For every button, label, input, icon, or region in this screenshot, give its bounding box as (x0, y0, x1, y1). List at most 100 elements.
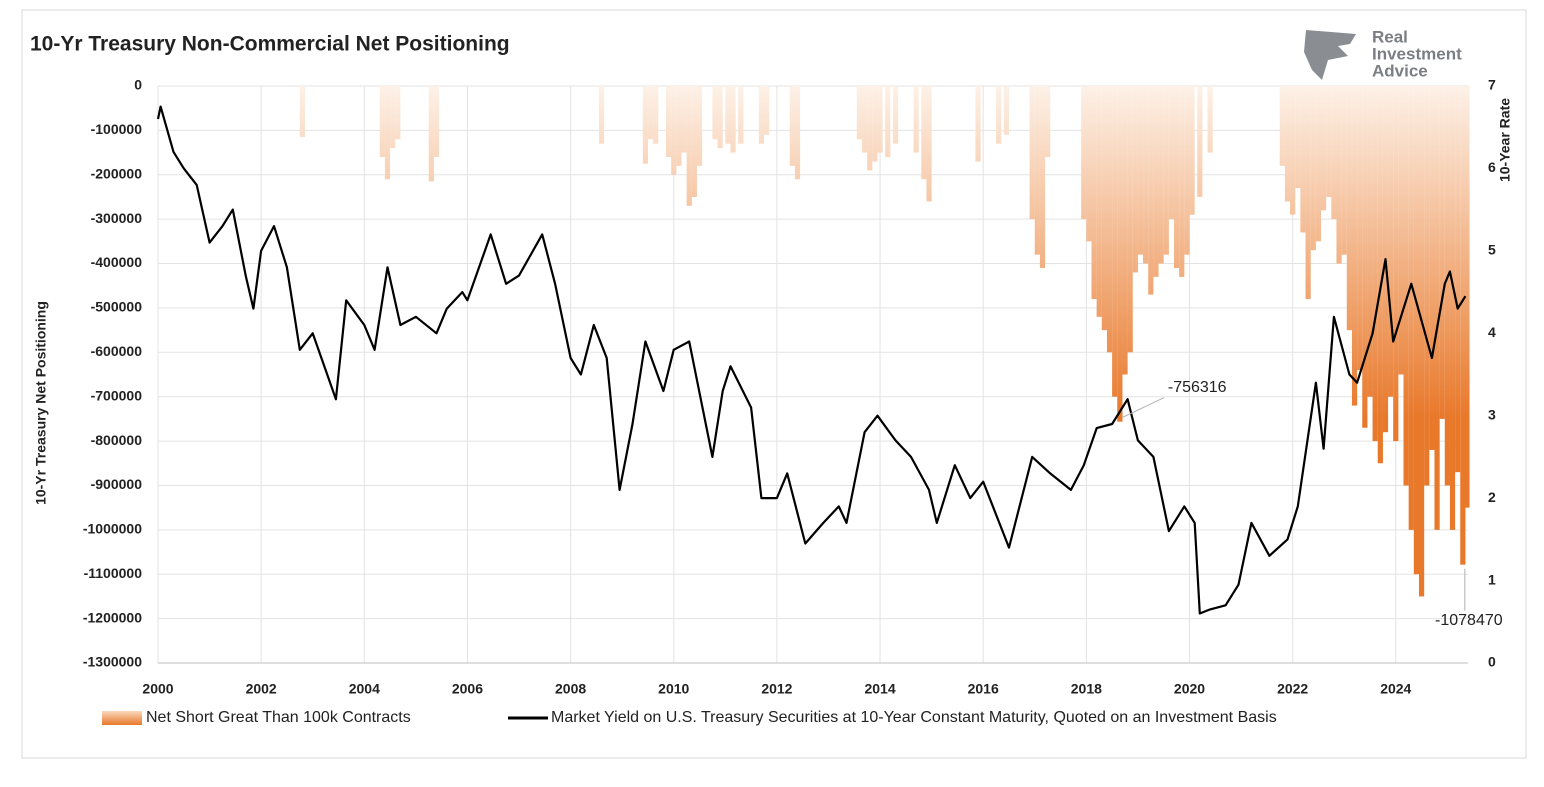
bar (763, 86, 770, 135)
bar (395, 86, 401, 140)
bar (1388, 86, 1394, 397)
bar (681, 86, 687, 153)
bar (1132, 86, 1138, 273)
bar (1403, 86, 1409, 486)
bar (730, 86, 736, 153)
y2-tick-label: 1 (1488, 571, 1496, 587)
y2-tick-label: 6 (1488, 159, 1496, 175)
bar (1163, 86, 1169, 255)
bar (1393, 86, 1399, 442)
bar (1362, 86, 1368, 428)
legend-label: Net Short Great Than 100k Contracts (146, 709, 411, 726)
bar (861, 86, 868, 153)
bar (1295, 86, 1301, 189)
bar (1081, 86, 1087, 220)
bar (384, 86, 391, 180)
x-tick-label: 2006 (452, 681, 483, 697)
bar (1279, 86, 1285, 166)
bar (1029, 86, 1035, 220)
bar (975, 86, 981, 162)
bar (428, 86, 434, 182)
frame (21, 9, 1527, 759)
x-tick-label: 2012 (761, 681, 792, 697)
y-tick-label: -300000 (91, 210, 143, 226)
bar (1310, 86, 1316, 251)
logo-text: Investment (1372, 44, 1462, 63)
y-tick-label: -1200000 (83, 609, 142, 625)
bar (926, 86, 932, 202)
legend-label: Market Yield on U.S. Treasury Securities… (551, 709, 1277, 726)
x-tick-label: 2022 (1277, 681, 1308, 697)
bar (1398, 86, 1404, 375)
bar (691, 86, 697, 197)
bar (1346, 86, 1352, 331)
bar (1372, 86, 1378, 442)
bar (921, 86, 927, 180)
bar (1357, 86, 1363, 371)
bar (1127, 86, 1133, 353)
y-tick-label: -1000000 (83, 521, 142, 537)
bar (379, 86, 385, 158)
bar (1086, 86, 1092, 242)
y-tick-label: -200000 (91, 165, 143, 181)
y-tick-label: -700000 (91, 387, 143, 403)
y-tick-label: -500000 (91, 299, 143, 315)
y-tick-label: -1100000 (84, 565, 143, 581)
bar (1290, 86, 1296, 215)
bar (872, 86, 878, 162)
x-tick-label: 2002 (246, 681, 277, 697)
bar (1168, 86, 1175, 220)
bar (696, 86, 703, 166)
bar (1326, 86, 1332, 197)
bar (1444, 86, 1450, 486)
bar (1434, 86, 1440, 530)
bar (665, 86, 672, 158)
bar (1197, 86, 1203, 197)
bar (1424, 86, 1430, 486)
bar (1331, 86, 1337, 220)
logo-mark (1304, 30, 1356, 80)
bar (671, 86, 677, 175)
x-tick-label: 2016 (968, 681, 999, 697)
bar (725, 86, 731, 144)
bar (1455, 86, 1461, 473)
bar (1179, 86, 1185, 277)
bar (299, 86, 306, 138)
bar (1034, 86, 1040, 255)
x-tick-label: 2020 (1174, 681, 1205, 697)
bar (856, 86, 863, 140)
y-tick-label: 0 (134, 77, 142, 93)
y-tick-label: -100000 (91, 121, 143, 137)
y2-axis-label: 10-Year Rate (1497, 98, 1513, 182)
x-tick-label: 2008 (555, 681, 586, 697)
x-tick-label: 2018 (1071, 681, 1102, 697)
bar (1117, 86, 1123, 422)
bar (1101, 86, 1107, 331)
bar (1143, 86, 1149, 264)
x-tick-label: 2014 (864, 681, 895, 697)
bar (1377, 86, 1383, 464)
legend-swatch (102, 711, 142, 725)
logo-text: Real (1372, 27, 1408, 46)
bar (433, 86, 440, 158)
bar (1439, 86, 1445, 419)
bar (789, 86, 795, 166)
y2-tick-label: 2 (1488, 489, 1496, 505)
logo: Real Investment Advice (1304, 27, 1462, 80)
bar (1039, 86, 1046, 268)
bar (642, 86, 648, 164)
y-axis-label: 10-Yr Treasury Net Positioning (33, 301, 49, 505)
annotation: -1078470 (1435, 612, 1503, 629)
y2-tick-label: 0 (1488, 654, 1496, 670)
bar (1122, 86, 1128, 375)
x-tick-label: 2000 (142, 681, 173, 697)
bar (1096, 86, 1102, 317)
bar (877, 86, 883, 153)
bar (676, 86, 682, 166)
bar (1091, 86, 1097, 300)
bar (1148, 86, 1154, 295)
bar (1460, 86, 1466, 565)
bar (913, 86, 919, 153)
